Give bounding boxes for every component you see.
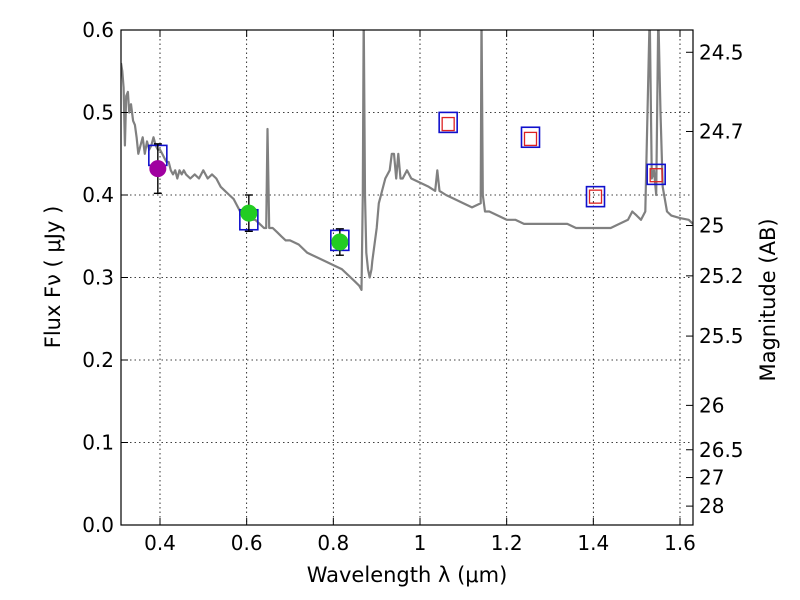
y-tick-label: 0.0: [82, 513, 114, 537]
grid-layer: [121, 29, 693, 526]
x-axis-label: Wavelength λ (μm): [307, 563, 508, 587]
observed-flux-point: [331, 233, 349, 251]
x-tick-label: 1.6: [664, 531, 696, 555]
model-photometry-square: [585, 185, 606, 208]
y-tick-label: 0.2: [82, 348, 114, 372]
predicted-nir-square: [649, 168, 663, 183]
x-tick-label: 0.6: [231, 531, 263, 555]
x-tick-label: 0.4: [144, 531, 176, 555]
mag-tick-label: 24.5: [699, 40, 744, 64]
model-spectrum-line: [121, 30, 693, 291]
model-photometry-square: [438, 111, 458, 134]
y-tick-label: 0.3: [82, 266, 114, 290]
x-tick-label: 1.4: [577, 531, 609, 555]
mag-tick-label: 25.2: [699, 264, 744, 288]
mag-tick-label: 25: [699, 214, 724, 238]
y-tick-label: 0.1: [82, 431, 114, 455]
x-tick-label: 0.8: [317, 531, 349, 555]
data-layer: [121, 30, 693, 291]
mag-tick-label: 24.7: [699, 119, 744, 143]
mag-tick-label: 26.5: [699, 438, 744, 462]
observed-flux-point: [149, 160, 167, 178]
observed-flux-point: [240, 204, 258, 222]
mag-tick-label: 28: [699, 494, 724, 518]
mag-tick-label: 25.5: [699, 324, 744, 348]
y-axis-label: Flux Fν ( μJy ): [41, 206, 65, 349]
y-tick-label: 0.4: [82, 183, 114, 207]
model-photometry-square: [520, 126, 541, 149]
y2-axis-label: Magnitude (AB): [756, 218, 780, 381]
tick-layer: 0.4 0.6 0.8 1 1.2 1.4 1.6 0.0 0.1 0.2 0.3 0.4 0.5 0.6…: [82, 18, 743, 555]
predicted-nir-square: [441, 116, 455, 132]
x-tick-label: 1.2: [491, 531, 523, 555]
y-tick-label: 0.5: [82, 101, 114, 125]
predicted-nir-square: [588, 189, 603, 204]
x-tick-label: 1: [414, 531, 427, 555]
mag-tick-label: 27: [699, 466, 724, 490]
predicted-nir-square: [523, 131, 538, 147]
y-tick-label: 0.6: [82, 18, 114, 42]
model-photometry-square: [646, 163, 666, 186]
marker-layer: [148, 111, 666, 256]
mag-tick-label: 26: [699, 393, 724, 417]
